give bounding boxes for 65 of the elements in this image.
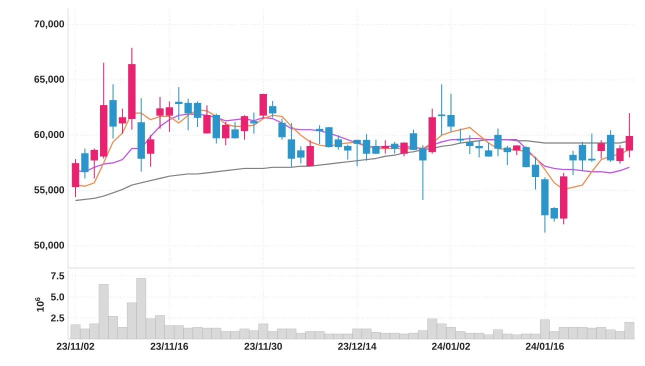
candlestick	[146, 134, 154, 168]
y-tick-label: 5.0	[50, 293, 64, 300]
candlestick	[504, 145, 512, 166]
candlestick	[175, 86, 182, 121]
x-tick-label: 23/11/30	[244, 342, 282, 350]
candlestick	[494, 128, 502, 157]
candlestick	[268, 100, 276, 118]
y-tick-label: 2.5	[50, 314, 64, 322]
candlestick	[626, 112, 634, 158]
x-tick-label: 23/12/14	[338, 342, 376, 350]
y-tick-label: 60,000	[34, 130, 64, 140]
candlestick	[90, 148, 98, 179]
candlestick	[372, 139, 380, 155]
candlestick	[522, 146, 530, 168]
candlestick	[400, 142, 408, 157]
candlestick	[222, 121, 230, 146]
y-tick-label: 50,000	[34, 242, 64, 250]
candlestick	[588, 133, 596, 162]
y-tick-label: 55,000	[34, 186, 64, 195]
y-axis-title: 10$^{6}$	[35, 298, 44, 312]
candlestick	[616, 144, 624, 164]
candlestick	[447, 93, 455, 132]
y-tick-label: 65,000	[34, 76, 64, 84]
candlestick	[231, 121, 239, 140]
candlestick	[250, 112, 258, 134]
candlestick	[288, 122, 296, 168]
candlestick	[194, 100, 202, 128]
candlestick	[410, 129, 418, 151]
candlestick	[598, 140, 605, 159]
candlestick	[382, 140, 389, 154]
candlestick	[532, 156, 540, 190]
x-tick-label: 23/11/02	[56, 342, 94, 350]
candlestick	[316, 124, 324, 145]
candlestick	[475, 140, 483, 158]
candlestick	[419, 144, 427, 200]
x-tick-label: 23/11/16	[150, 342, 188, 350]
candlestick	[166, 100, 174, 132]
candlestick	[156, 96, 164, 130]
candlestick	[118, 108, 126, 134]
candlestick	[466, 134, 474, 155]
candlestick	[438, 84, 446, 136]
y-tick-label: 70,000	[34, 20, 64, 29]
candlestick	[260, 93, 267, 120]
candlestick	[513, 144, 520, 156]
candlestick	[391, 141, 398, 154]
candlestick	[334, 134, 342, 150]
candlestick	[550, 206, 558, 222]
y-tick-label: 7.5	[51, 272, 64, 280]
candlestick	[278, 118, 286, 140]
candlestick	[240, 114, 248, 140]
candlestick	[456, 128, 464, 144]
candlestick	[203, 104, 211, 134]
candlestick	[297, 146, 304, 164]
candlestick	[484, 142, 492, 158]
candlestick	[212, 113, 220, 144]
candlestick	[362, 134, 370, 162]
candlestick	[81, 148, 89, 179]
candlestick	[353, 139, 361, 167]
candlestick	[306, 140, 314, 167]
candlestick	[72, 158, 80, 198]
candlestick	[325, 126, 333, 148]
x-tick-label: 24/01/16	[526, 342, 564, 350]
x-tick-label: 24/01/02	[432, 342, 470, 350]
candlestick	[344, 144, 352, 160]
candlestick	[184, 98, 192, 131]
